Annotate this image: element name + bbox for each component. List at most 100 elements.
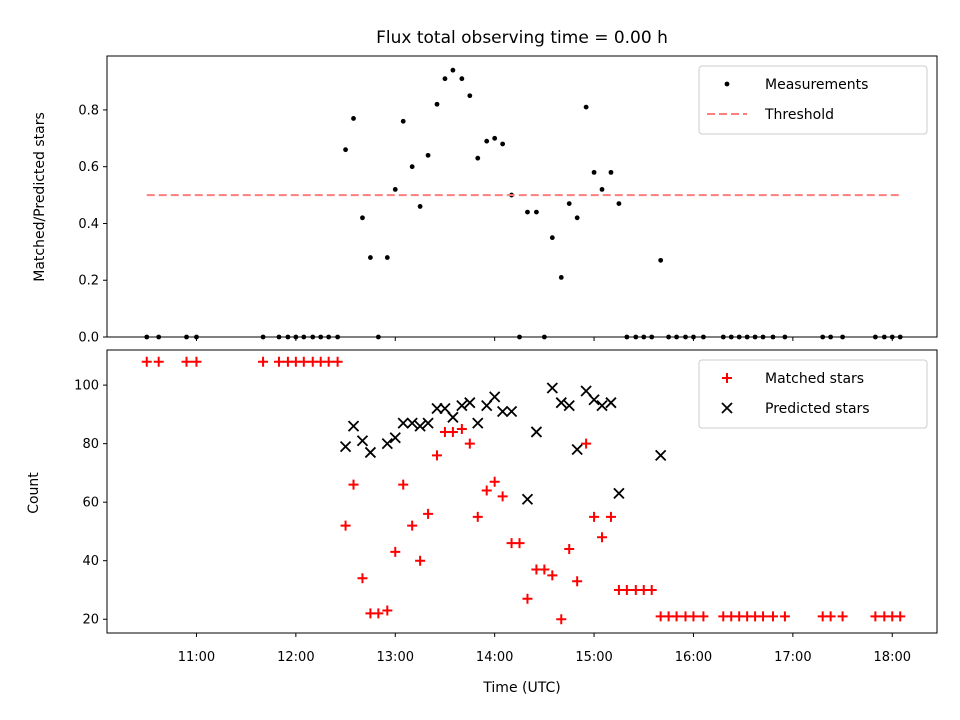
measurement-point bbox=[450, 67, 456, 73]
matched-star-point bbox=[688, 611, 699, 622]
measurement-point bbox=[616, 201, 622, 206]
matched-star-point bbox=[181, 356, 192, 367]
top-y-tick-label: 0.2 bbox=[78, 274, 99, 289]
measurement-point bbox=[409, 164, 415, 170]
measurement-point bbox=[400, 118, 406, 124]
measurement-point bbox=[525, 209, 530, 215]
measurement-point bbox=[770, 334, 776, 340]
predicted-star-point bbox=[406, 417, 418, 429]
measurement-point bbox=[534, 209, 539, 215]
measurement-point bbox=[674, 334, 679, 340]
measurement-point bbox=[384, 255, 390, 260]
measurement-point bbox=[541, 334, 547, 340]
matched-star-point bbox=[497, 491, 508, 502]
chart-title: Flux total observing time = 0.00 h bbox=[376, 28, 668, 48]
predicted-star-point bbox=[521, 493, 534, 505]
top-plot-frame bbox=[106, 55, 938, 338]
matched-star-point bbox=[837, 611, 848, 622]
predicted-star-point bbox=[389, 432, 401, 444]
matched-star-point bbox=[825, 611, 836, 622]
x-tick-label: 13:00 bbox=[377, 650, 414, 665]
measurement-point bbox=[760, 334, 766, 340]
measurement-point bbox=[872, 334, 878, 340]
x-tick-label: 18:00 bbox=[874, 650, 911, 665]
matched-star-point bbox=[547, 570, 558, 581]
predicted-star-point bbox=[613, 487, 625, 500]
bottom-y-tick-label: 100 bbox=[74, 379, 99, 394]
matched-star-point bbox=[398, 479, 409, 490]
measurement-point bbox=[500, 141, 506, 147]
measurement-point bbox=[820, 334, 826, 340]
bottom-panel: 20 40 60 80 100 11:00 12:00 13:00 14:00 15:00 16:0… bbox=[74, 349, 938, 665]
measurement-point bbox=[558, 274, 564, 280]
matched-star-point bbox=[522, 593, 533, 604]
x-tick-label: 17:00 bbox=[774, 650, 811, 665]
matched-star-point bbox=[621, 584, 632, 595]
measurement-point bbox=[736, 334, 742, 340]
legend-label: Matched stars bbox=[765, 371, 864, 387]
measurement-point bbox=[897, 334, 903, 340]
measurement-point bbox=[301, 334, 307, 340]
bottom-y-tick-label: 80 bbox=[82, 437, 99, 452]
measurement-point bbox=[375, 334, 381, 340]
measurement-point bbox=[666, 334, 672, 340]
measurement-point bbox=[484, 138, 490, 144]
measurement-point bbox=[720, 334, 726, 340]
matched-star-point bbox=[564, 544, 575, 555]
x-tick-label: 15:00 bbox=[575, 650, 612, 665]
matched-star-point bbox=[698, 611, 709, 622]
predicted-star-point bbox=[397, 417, 409, 429]
measurement-point bbox=[343, 147, 348, 153]
chart-marks: 0.0 0.2 0.4 0.6 0.8 Measurements Threshold 20 40… bbox=[74, 55, 938, 665]
matched-star-point bbox=[415, 555, 426, 566]
predicted-star-point bbox=[356, 435, 369, 447]
bottom-y-tick-label: 40 bbox=[82, 554, 99, 569]
predicted-star-point bbox=[464, 397, 476, 409]
matched-star-point bbox=[767, 611, 778, 622]
measurement-point bbox=[293, 334, 299, 340]
measurement-point bbox=[683, 334, 688, 340]
predicted-star-point bbox=[439, 402, 451, 415]
x-axis-label: Time (UTC) bbox=[482, 680, 560, 696]
measurement-point bbox=[599, 187, 605, 192]
measurement-point bbox=[701, 334, 706, 340]
x-tick-label: 16:00 bbox=[675, 650, 712, 665]
x-tick-label: 11:00 bbox=[178, 650, 215, 665]
predicted-star-point bbox=[580, 385, 592, 397]
measurement-point bbox=[728, 334, 734, 340]
matched-star-point bbox=[671, 611, 682, 622]
predicted-star-point bbox=[481, 399, 493, 412]
matched-star-point bbox=[556, 614, 567, 625]
legend-label: Measurements bbox=[765, 77, 868, 93]
matched-star-point bbox=[298, 356, 309, 367]
measurement-point bbox=[285, 334, 291, 340]
legend-label: Predicted stars bbox=[765, 401, 870, 417]
measurement-point bbox=[691, 334, 696, 340]
top-y-tick-label: 0.4 bbox=[78, 217, 99, 232]
measurement-point bbox=[442, 76, 448, 82]
measurement-point bbox=[326, 334, 332, 340]
matched-star-point bbox=[572, 576, 583, 587]
measurement-point bbox=[368, 255, 373, 260]
predicted-star-point bbox=[546, 382, 558, 394]
measurement-point bbox=[641, 334, 647, 340]
measurement-point bbox=[549, 235, 555, 241]
predicted-star-point bbox=[431, 402, 443, 415]
bottom-legend-box bbox=[698, 359, 928, 429]
predicted-star-point bbox=[596, 399, 608, 412]
matched-star-point bbox=[456, 424, 467, 435]
top-y-axis-label: Matched/Predicted stars bbox=[32, 112, 48, 282]
measurement-point bbox=[194, 334, 199, 340]
bottom-legend: Matched stars Predicted stars bbox=[698, 359, 928, 429]
measurement-point bbox=[276, 334, 282, 340]
measurement-point bbox=[840, 334, 845, 340]
matched-star-point bbox=[357, 573, 368, 584]
predicted-star-point bbox=[571, 443, 583, 456]
matched-star-point bbox=[589, 511, 600, 522]
measurement-point bbox=[566, 201, 572, 206]
matched-star-point bbox=[340, 520, 351, 531]
measurement-point bbox=[828, 334, 834, 340]
measurement-point bbox=[608, 169, 614, 175]
matched-star-point bbox=[407, 520, 418, 531]
measurement-point bbox=[492, 135, 498, 141]
